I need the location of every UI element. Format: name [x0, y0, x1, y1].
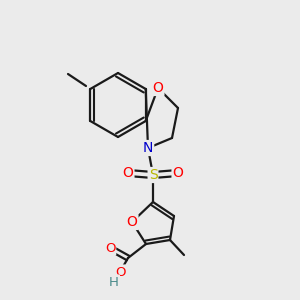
Text: S: S: [148, 168, 158, 182]
Text: O: O: [105, 242, 115, 254]
Text: H: H: [109, 275, 119, 289]
Text: O: O: [115, 266, 125, 278]
Text: O: O: [127, 215, 137, 229]
Text: O: O: [172, 166, 183, 180]
Text: O: O: [123, 166, 134, 180]
Text: O: O: [153, 81, 164, 95]
Text: N: N: [143, 141, 153, 155]
